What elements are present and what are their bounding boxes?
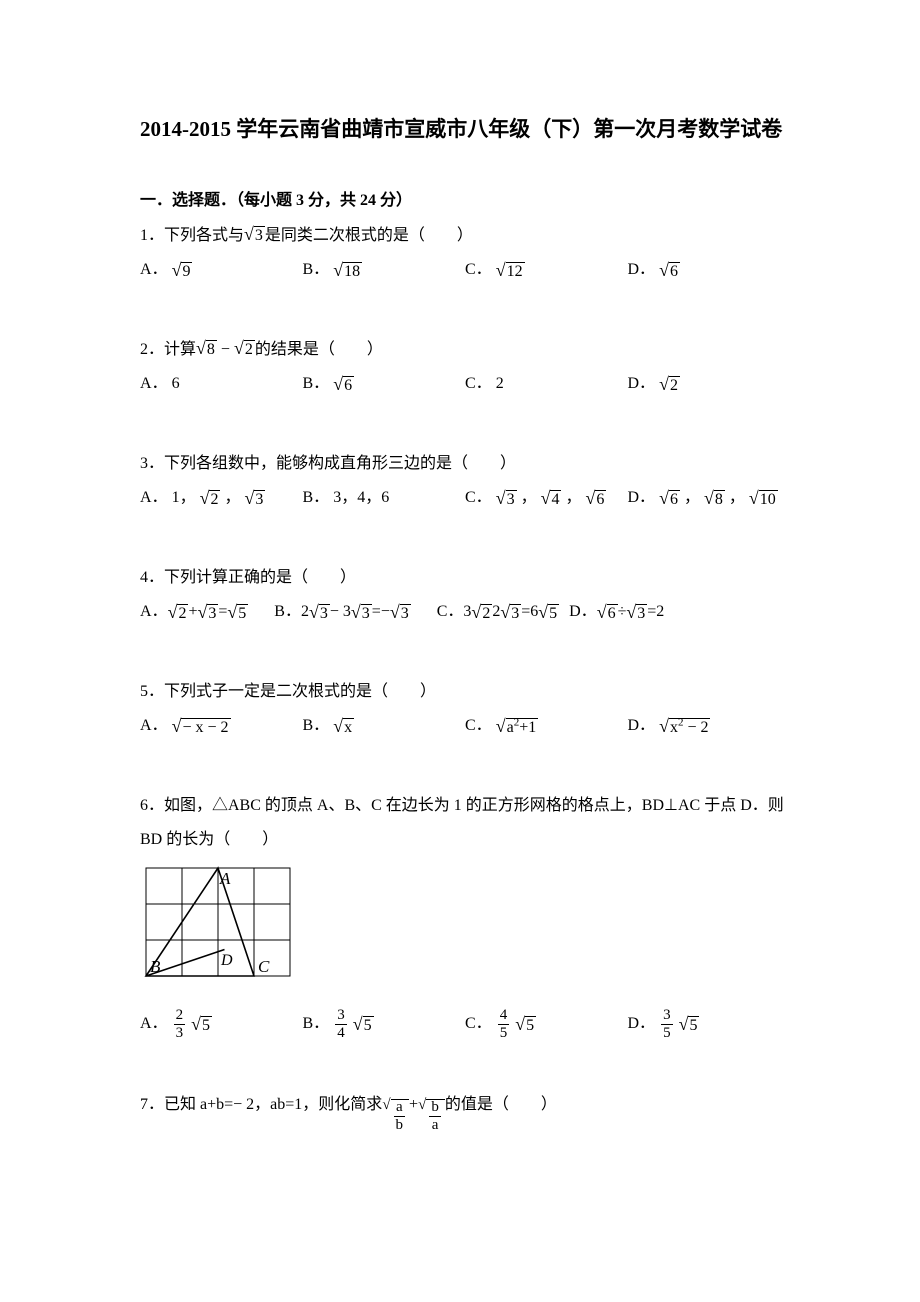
svg-text:B: B (150, 957, 161, 976)
q1-stem-pre: 1．下列各式与 (140, 227, 244, 244)
q1-stem-post: 是同类二次根式的是（ ） (265, 227, 473, 244)
q5-choice-d: D．√x2 − 2 (628, 710, 791, 742)
q4-choice-c: C．3√2 2√3=6√5 (437, 596, 559, 628)
q1-choice-a: A．√9 (140, 254, 303, 286)
question-6: 6．如图，△ABC 的顶点 A、B、C 在边长为 1 的正方形网格的格点上，BD… (140, 790, 790, 1041)
q1-choice-c: C．√12 (465, 254, 628, 286)
sqrt: √3 (244, 225, 265, 244)
q3-choice-a: A．1，√2，√3 (140, 482, 303, 514)
question-2: 2．计算√8 − √2的结果是（ ） A．6 B．√6 C．2 D．√2 (140, 334, 790, 400)
q5-choice-c: C．√a2+1 (465, 710, 628, 742)
svg-text:A: A (219, 869, 231, 888)
q4-choice-d: D．√6÷√3=2 (569, 596, 664, 628)
q5-choice-a: A．√− x − 2 (140, 710, 303, 742)
q6-choice-c: C．45√5 (465, 1008, 628, 1041)
q3-stem: 3．下列各组数中，能够构成直角形三边的是（ ） (140, 448, 790, 480)
svg-text:C: C (258, 957, 270, 976)
q1-choice-d: D．√6 (628, 254, 791, 286)
question-5: 5．下列式子一定是二次根式的是（ ） A．√− x − 2 B．√x C．√a2… (140, 676, 790, 742)
q1-choice-b: B．√18 (303, 254, 466, 286)
q2-stem-pre: 2．计算 (140, 341, 196, 358)
section-header: 一．选择题．（每小题 3 分，共 24 分） (140, 186, 790, 210)
q6-figure: A B C D (140, 862, 790, 998)
q2-choice-b: B．√6 (303, 368, 466, 400)
page-title: 2014-2015 学年云南省曲靖市宣威市八年级（下）第一次月考数学试卷 (140, 110, 790, 150)
q3-choice-b: B．3，4，6 (303, 482, 466, 514)
svg-text:D: D (220, 952, 233, 969)
q7-stem-post: 的值是（ ） (445, 1096, 557, 1113)
q5-stem: 5．下列式子一定是二次根式的是（ ） (140, 676, 790, 708)
q5-choice-b: B．√x (303, 710, 466, 742)
q6-choice-a: A．23√5 (140, 1008, 303, 1041)
q6-choice-b: B．34√5 (303, 1008, 466, 1041)
q2-stem-post: 的结果是（ ） (255, 341, 383, 358)
q4-choice-a: A．√2 +√3=√5 (140, 596, 248, 628)
q3-choice-c: C．√3，√4，√6 (465, 482, 628, 514)
question-7: 7．已知 a+b=− 2，ab=1，则化简求√ab+√ba的值是（ ） (140, 1089, 790, 1132)
question-4: 4．下列计算正确的是（ ） A．√2 +√3=√5 B．2√3− 3√3=− √… (140, 562, 790, 628)
q6-stem-1: 6．如图，△ABC 的顶点 A、B、C 在边长为 1 的正方形网格的格点上，BD… (140, 790, 790, 822)
q2-choice-c: C．2 (465, 368, 628, 400)
question-3: 3．下列各组数中，能够构成直角形三边的是（ ） A．1，√2，√3 B．3，4，… (140, 448, 790, 514)
q2-choice-a: A．6 (140, 368, 303, 400)
q3-choice-d: D．√6，√8，√10 (628, 482, 791, 514)
q6-stem-2: BD 的长为（ ） (140, 824, 790, 856)
question-1: 1．下列各式与√3是同类二次根式的是（ ） A．√9 B．√18 C．√12 D… (140, 220, 790, 286)
q4-choice-b: B．2√3− 3√3=− √3 (274, 596, 410, 628)
q2-choice-d: D．√2 (628, 368, 791, 400)
q6-choice-d: D．35√5 (628, 1008, 791, 1041)
q7-stem-pre: 7．已知 a+b=− 2，ab=1，则化简求 (140, 1096, 382, 1113)
q4-stem: 4．下列计算正确的是（ ） (140, 562, 790, 594)
